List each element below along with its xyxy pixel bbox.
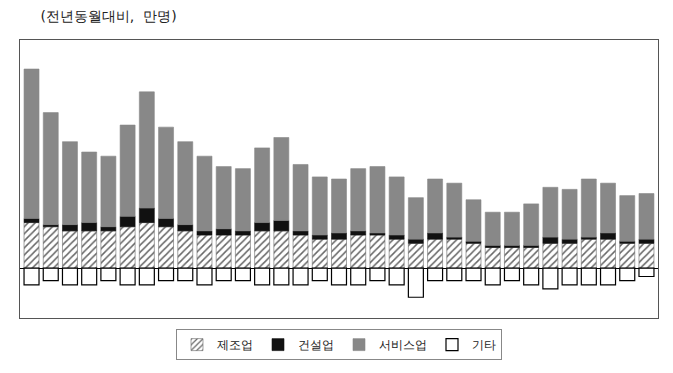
svg-text:제조업: 제조업 [217, 338, 253, 352]
svg-text:기타: 기타 [472, 338, 496, 352]
svg-text:(전년동월대비, 만명): (전년동월대비, 만명) [40, 8, 176, 24]
svg-text:건설업: 건설업 [298, 338, 334, 352]
svg-text:서비스업: 서비스업 [379, 338, 427, 352]
